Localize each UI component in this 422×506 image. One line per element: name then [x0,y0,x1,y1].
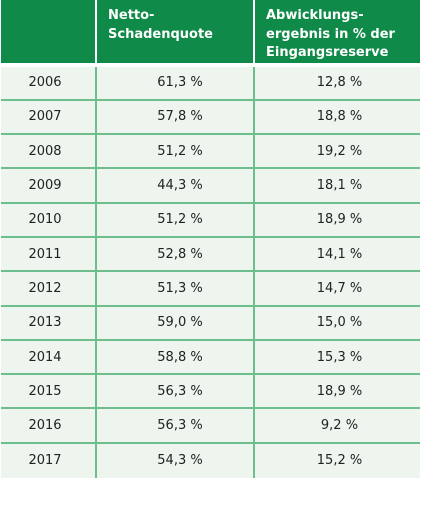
year-cell: 2011 [1,237,97,273]
table-row: 2013 59,0 % 15,0 % [1,306,420,341]
table-row: 2006 61,3 % 12,8 % [1,66,420,101]
abwicklungsergebnis-cell: 18,9 % [255,375,420,410]
netto-schadenquote-cell: 51,2 % [97,203,255,238]
year-cell: 2015 [1,375,97,410]
year-cell: 2017 [1,443,97,479]
year-cell: 2007 [1,100,97,136]
abwicklungsergebnis-cell: 15,2 % [255,443,420,479]
header-row: Netto- Schadenquote Abwicklungs-ergebnis … [1,0,420,67]
header-abwicklungsergebnis: Abwicklungs-ergebnis in % der Eingangsres… [255,0,420,67]
abwicklungsergebnis-cell: 18,8 % [255,100,420,136]
table-row: 2015 56,3 % 18,9 % [1,375,420,410]
abwicklungsergebnis-cell: 15,0 % [255,306,420,341]
year-cell: 2014 [1,340,97,376]
abwicklungsergebnis-cell: 18,1 % [255,169,420,204]
loss-ratio-table: Netto- Schadenquote Abwicklungs-ergebnis … [1,0,420,479]
year-cell: 2013 [1,306,97,341]
netto-schadenquote-cell: 44,3 % [97,169,255,204]
table-row: 2016 56,3 % 9,2 % [1,409,420,444]
abwicklungsergebnis-cell: 14,7 % [255,272,420,307]
netto-schadenquote-cell: 59,0 % [97,306,255,341]
table-row: 2017 54,3 % 15,2 % [1,443,420,479]
table-header: Netto- Schadenquote Abwicklungs-ergebnis … [1,0,420,67]
netto-schadenquote-cell: 56,3 % [97,375,255,410]
table-row: 2009 44,3 % 18,1 % [1,169,420,204]
netto-schadenquote-cell: 61,3 % [97,66,255,101]
year-cell: 2009 [1,169,97,204]
table-row: 2007 57,8 % 18,8 % [1,100,420,136]
year-cell: 2016 [1,409,97,444]
abwicklungsergebnis-cell: 18,9 % [255,203,420,238]
netto-schadenquote-cell: 56,3 % [97,409,255,444]
table-body: 2006 61,3 % 12,8 % 2007 57,8 % 18,8 % 2008 51,2… [1,66,420,479]
abwicklungsergebnis-cell: 15,3 % [255,340,420,376]
table-row: 2010 51,2 % 18,9 % [1,203,420,238]
header-netto-schadenquote: Netto- Schadenquote [97,0,255,67]
netto-schadenquote-cell: 52,8 % [97,237,255,273]
header-year [1,0,97,67]
table-row: 2014 58,8 % 15,3 % [1,340,420,376]
year-cell: 2008 [1,135,97,170]
table-row: 2008 51,2 % 19,2 % [1,135,420,170]
abwicklungsergebnis-cell: 9,2 % [255,409,420,444]
year-cell: 2012 [1,272,97,307]
year-cell: 2006 [1,66,97,101]
table-row: 2012 51,3 % 14,7 % [1,272,420,307]
abwicklungsergebnis-cell: 14,1 % [255,237,420,273]
netto-schadenquote-cell: 54,3 % [97,443,255,479]
netto-schadenquote-cell: 51,2 % [97,135,255,170]
abwicklungsergebnis-cell: 12,8 % [255,66,420,101]
table-row: 2011 52,8 % 14,1 % [1,237,420,273]
abwicklungsergebnis-cell: 19,2 % [255,135,420,170]
netto-schadenquote-cell: 51,3 % [97,272,255,307]
year-cell: 2010 [1,203,97,238]
netto-schadenquote-cell: 58,8 % [97,340,255,376]
netto-schadenquote-cell: 57,8 % [97,100,255,136]
